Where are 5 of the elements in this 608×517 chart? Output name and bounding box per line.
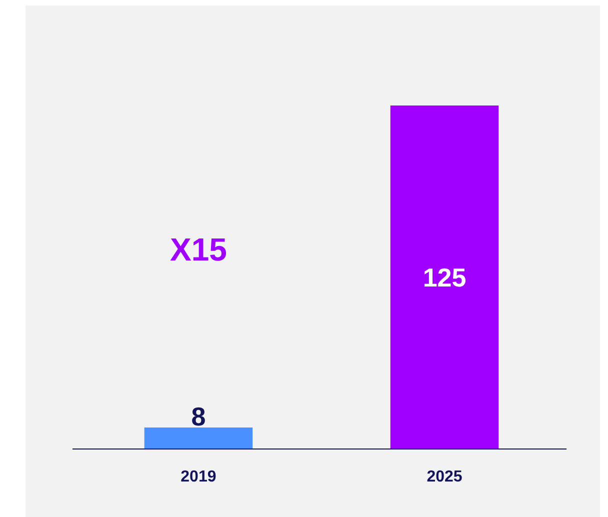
data-label: 8 (191, 401, 206, 432)
data-label: 125 (422, 262, 466, 292)
annotation: X15 (170, 232, 227, 268)
x-tick-label: 2019 (180, 468, 216, 486)
x-tick-label: 2025 (426, 468, 462, 486)
